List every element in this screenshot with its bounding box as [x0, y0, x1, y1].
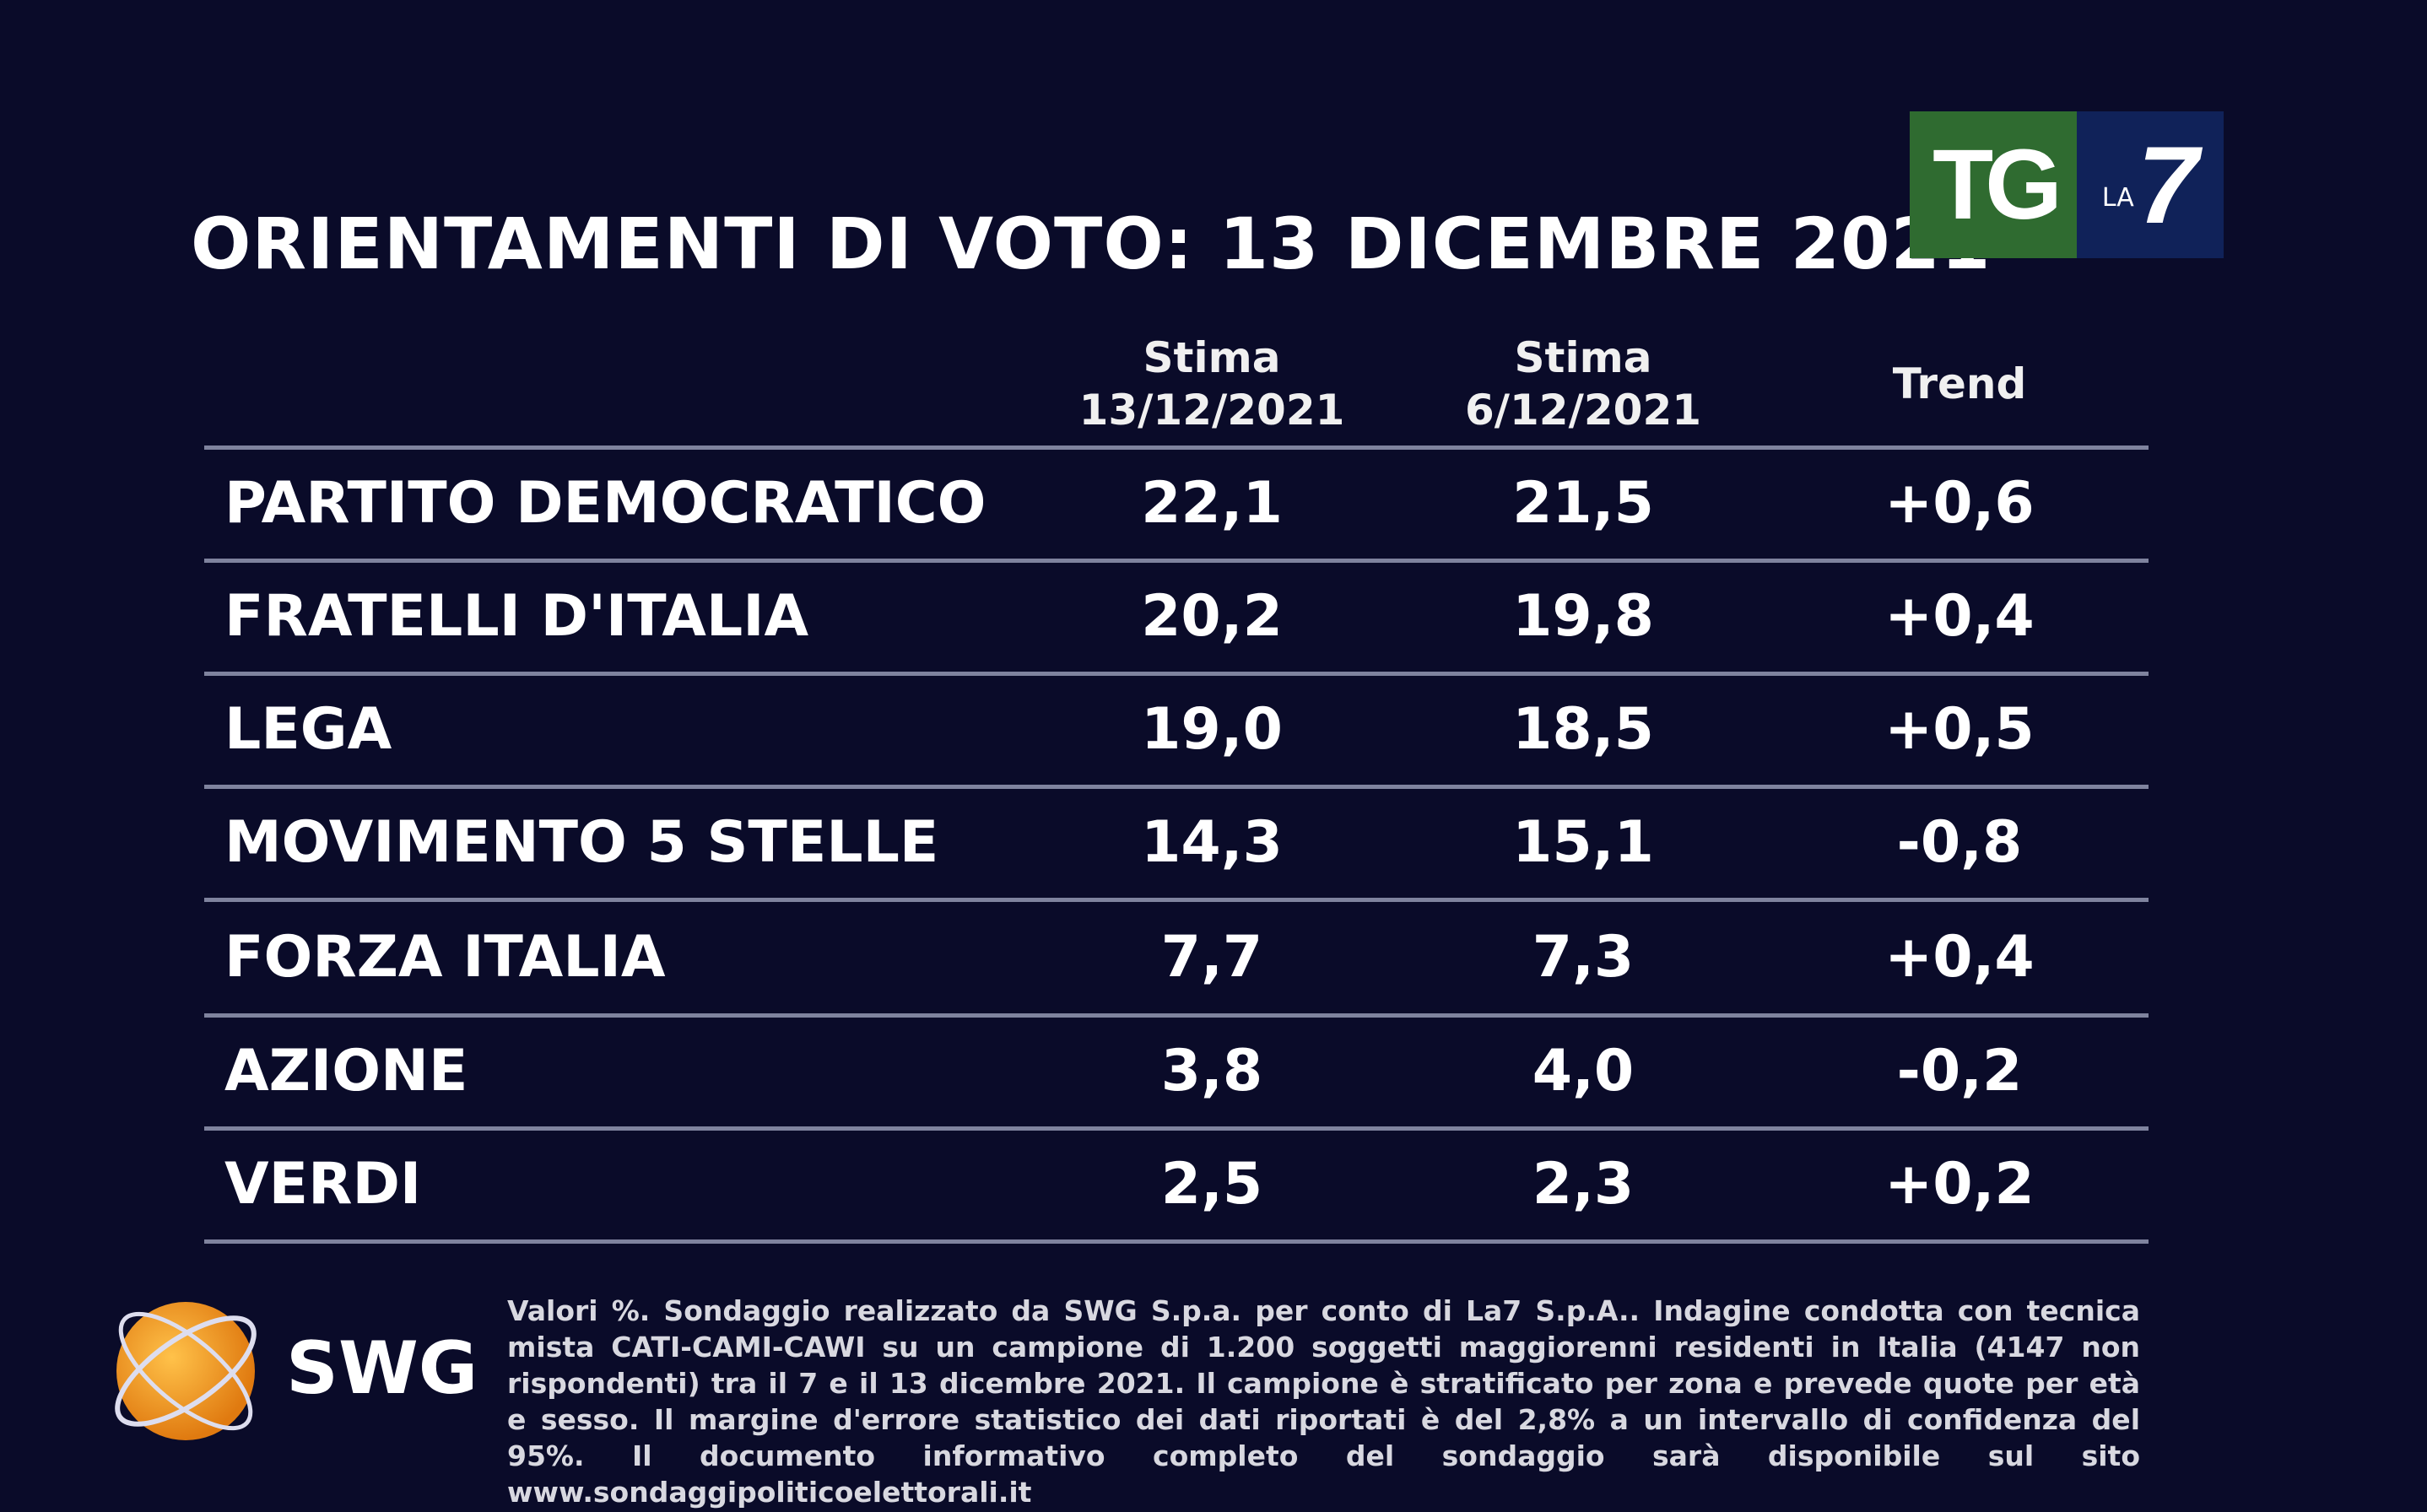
- value-current: 3,8: [1160, 1038, 1263, 1104]
- swg-logo-text: SWG: [286, 1326, 478, 1411]
- row-divider: [204, 672, 2149, 676]
- value-trend: +0,4: [1884, 583, 2035, 650]
- header-line2: 6/12/2021: [1464, 386, 1702, 435]
- row-divider: [204, 1126, 2149, 1131]
- party-name: VERDI: [224, 1151, 422, 1218]
- value-trend: +0,4: [1884, 923, 2035, 991]
- party-name: LEGA: [224, 696, 392, 763]
- value-previous: 18,5: [1512, 696, 1654, 763]
- logo-la: LA: [2101, 182, 2134, 213]
- value-current: 20,2: [1141, 583, 1283, 650]
- value-current: 19,0: [1141, 696, 1283, 763]
- value-previous: 15,1: [1512, 809, 1654, 876]
- header-line2: 13/12/2021: [1078, 386, 1345, 435]
- value-trend: +0,2: [1884, 1151, 2035, 1218]
- row-divider: [204, 1239, 2149, 1244]
- value-current: 14,3: [1141, 809, 1283, 876]
- tgla7-logo: TG LA 7: [1910, 111, 2224, 258]
- party-name: AZIONE: [224, 1038, 468, 1104]
- value-previous: 7,3: [1532, 923, 1635, 991]
- party-name: FRATELLI D'ITALIA: [224, 583, 809, 650]
- party-name: FORZA ITALIA: [224, 923, 666, 991]
- row-divider: [204, 898, 2149, 902]
- column-header-trend: Trend: [1892, 359, 2027, 408]
- column-header-current: Stima 13/12/2021: [1026, 332, 1397, 436]
- row-divider: [204, 559, 2149, 563]
- logo-seven: 7: [2137, 123, 2199, 246]
- value-trend: -0,8: [1896, 809, 2023, 876]
- value-previous: 2,3: [1532, 1151, 1635, 1218]
- value-previous: 4,0: [1532, 1038, 1635, 1104]
- column-header-previous: Stima 6/12/2021: [1397, 332, 1769, 436]
- row-divider: [204, 785, 2149, 789]
- party-name: PARTITO DEMOCRATICO: [224, 470, 986, 537]
- la7-logo-part: LA 7: [2077, 111, 2224, 258]
- methodology-footnote: Valori %. Sondaggio realizzato da SWG S.…: [507, 1294, 2140, 1509]
- value-previous: 21,5: [1512, 470, 1654, 537]
- value-trend: -0,2: [1896, 1038, 2023, 1104]
- value-trend: +0,5: [1884, 696, 2035, 763]
- value-current: 22,1: [1141, 470, 1283, 537]
- value-trend: +0,6: [1884, 470, 2035, 537]
- header-line1: Stima: [1514, 333, 1652, 382]
- header-line1: Stima: [1143, 333, 1281, 382]
- row-divider: [204, 1013, 2149, 1018]
- party-name: MOVIMENTO 5 STELLE: [224, 809, 939, 876]
- value-previous: 19,8: [1512, 583, 1654, 650]
- row-divider: [204, 446, 2149, 450]
- page-title: ORIENTAMENTI DI VOTO: 13 DICEMBRE 2021: [191, 202, 1992, 285]
- value-current: 7,7: [1160, 923, 1263, 991]
- value-current: 2,5: [1160, 1151, 1263, 1218]
- tg-logo-part: TG: [1910, 111, 2077, 258]
- swg-globe-icon: [115, 1302, 257, 1440]
